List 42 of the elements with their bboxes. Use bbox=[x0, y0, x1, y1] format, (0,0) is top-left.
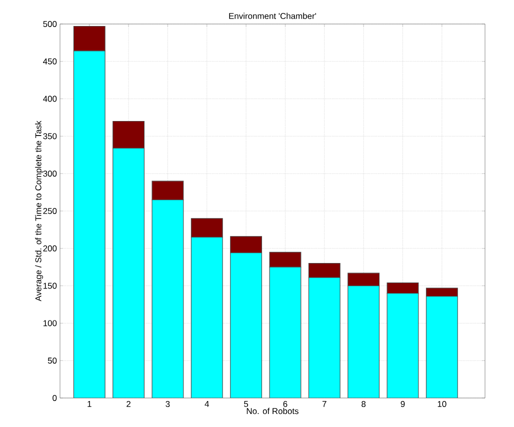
bar bbox=[269, 252, 302, 268]
bar bbox=[308, 263, 340, 278]
x-tick-label: 10 bbox=[438, 401, 446, 408]
x-tick-label: 3 bbox=[166, 401, 170, 408]
bar bbox=[230, 252, 262, 398]
y-tick-label: 300 bbox=[43, 170, 57, 177]
bar bbox=[387, 293, 418, 398]
bar bbox=[74, 50, 106, 398]
x-axis-title: No. of Robots bbox=[246, 408, 298, 414]
bar bbox=[190, 218, 223, 238]
bar bbox=[426, 296, 458, 398]
chart-title: Environment 'Chamber' bbox=[229, 12, 316, 19]
bar bbox=[152, 200, 184, 398]
y-tick-label: 150 bbox=[43, 282, 57, 289]
bar bbox=[308, 278, 340, 398]
y-tick-label: 50 bbox=[48, 358, 57, 364]
x-tick-label: 8 bbox=[362, 401, 366, 408]
x-tick-label: 2 bbox=[126, 401, 130, 407]
bar bbox=[191, 237, 223, 398]
y-tick-label: 450 bbox=[43, 58, 57, 64]
bar bbox=[152, 180, 184, 200]
y-tick-label: 100 bbox=[43, 320, 57, 326]
bar bbox=[348, 272, 380, 286]
x-tick-label: 1 bbox=[88, 401, 92, 407]
x-tick-label: 9 bbox=[400, 401, 405, 408]
x-tick-label: 4 bbox=[204, 401, 210, 407]
x-tick-label: 6 bbox=[283, 401, 288, 408]
y-tick-label: 400 bbox=[43, 96, 57, 102]
y-tick-label: 350 bbox=[43, 133, 57, 140]
y-tick-label: 250 bbox=[43, 208, 57, 214]
y-tick-label: 200 bbox=[43, 245, 57, 252]
bar bbox=[386, 282, 419, 294]
y-tick-label: 500 bbox=[43, 21, 57, 27]
y-axis-title: Average / Std. of the Time to Complete the Task bbox=[35, 120, 44, 302]
y-tick-label: 0 bbox=[52, 395, 57, 401]
bar bbox=[270, 267, 301, 398]
x-tick-label: 7 bbox=[322, 401, 326, 407]
bar bbox=[112, 148, 144, 398]
bar bbox=[348, 286, 380, 398]
x-tick-label: 5 bbox=[244, 401, 248, 407]
bar bbox=[112, 120, 145, 148]
bar bbox=[230, 236, 262, 254]
